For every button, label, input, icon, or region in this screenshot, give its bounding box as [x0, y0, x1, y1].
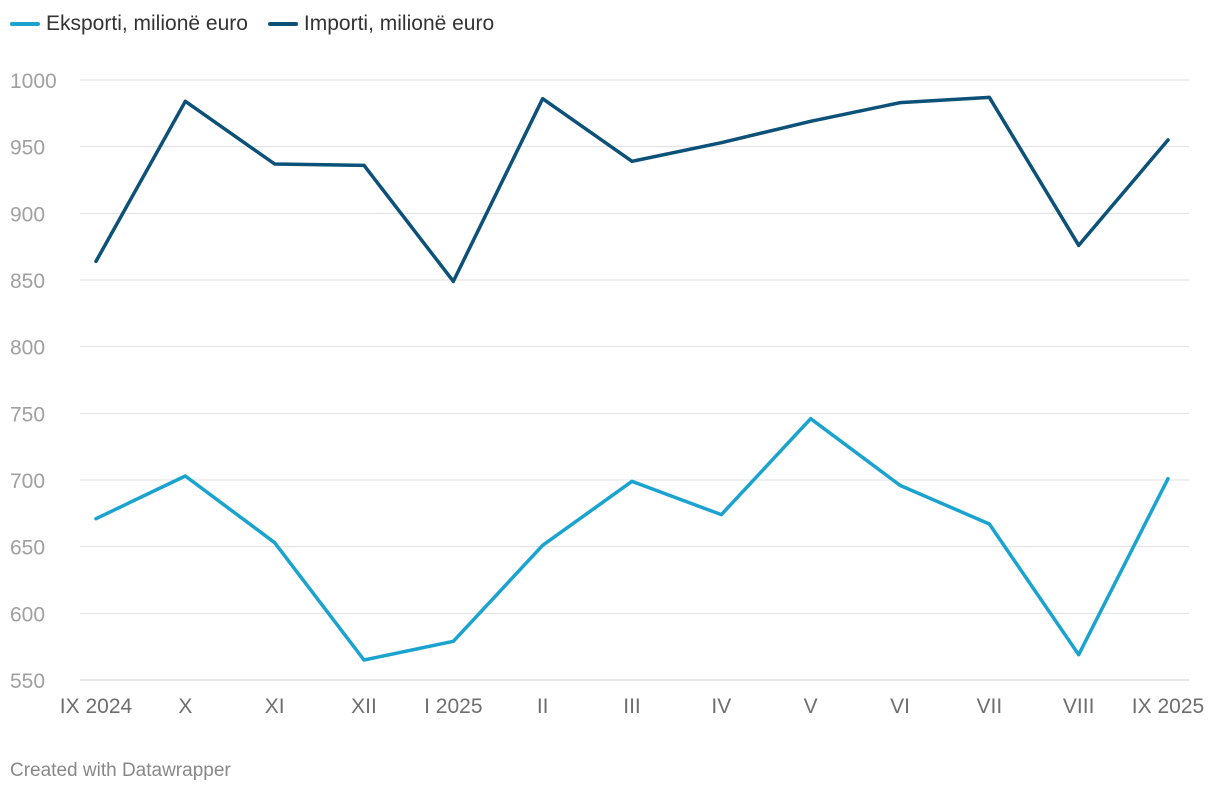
y-tick-label-800: 800 — [10, 337, 45, 360]
legend-item-exports: Eksporti, milionë euro — [10, 12, 248, 36]
x-tick-label-10: VII — [976, 695, 1002, 718]
legend-label-imports: Importi, milionë euro — [303, 12, 495, 35]
data-point-exports-5 — [541, 543, 545, 547]
data-point-exports-3 — [362, 658, 366, 662]
data-point-imports-9 — [898, 101, 902, 105]
data-point-imports-0 — [94, 259, 98, 263]
x-tick-label-4: I 2025 — [424, 695, 482, 718]
data-point-exports-4 — [451, 639, 455, 643]
data-point-exports-2 — [273, 541, 277, 545]
data-point-exports-0 — [94, 517, 98, 521]
y-tick-label-700: 700 — [10, 470, 45, 493]
data-point-imports-11 — [1077, 243, 1081, 247]
data-point-exports-11 — [1077, 653, 1081, 657]
x-tick-label-7: IV — [711, 695, 731, 718]
series-line-imports — [94, 95, 1170, 284]
data-point-imports-2 — [273, 162, 277, 166]
data-point-exports-12 — [1166, 477, 1170, 481]
data-point-imports-8 — [809, 119, 813, 123]
x-tick-label-2: XI — [265, 695, 285, 718]
y-tick-label-750: 750 — [10, 403, 45, 426]
legend-swatch-imports — [267, 22, 298, 26]
data-point-imports-5 — [541, 97, 545, 101]
x-tick-label-3: XII — [351, 695, 377, 718]
data-point-exports-8 — [809, 417, 813, 421]
y-tick-label-600: 600 — [10, 603, 45, 626]
data-point-exports-10 — [987, 522, 991, 526]
legend-label-exports: Eksporti, milionë euro — [46, 12, 248, 35]
x-tick-label-0: IX 2024 — [60, 695, 133, 718]
x-tick-label-6: III — [623, 695, 641, 718]
data-point-imports-6 — [630, 159, 634, 163]
data-point-imports-1 — [183, 99, 187, 103]
data-point-imports-10 — [987, 95, 991, 99]
y-tick-label-1000: 1000 — [10, 70, 57, 93]
series-line-exports — [94, 416, 1170, 662]
data-point-imports-12 — [1166, 138, 1170, 142]
y-tick-label-850: 850 — [10, 270, 45, 293]
data-point-imports-7 — [719, 141, 723, 145]
y-tick-label-900: 900 — [10, 203, 45, 226]
x-tick-label-5: II — [537, 695, 549, 718]
data-point-exports-9 — [898, 483, 902, 487]
x-tick-label-12: IX 2025 — [1132, 695, 1204, 718]
legend-item-imports: Importi, milionë euro — [267, 12, 495, 36]
y-tick-label-950: 950 — [10, 137, 45, 160]
data-point-exports-7 — [719, 513, 723, 517]
y-tick-label-550: 550 — [10, 670, 45, 693]
data-point-exports-1 — [183, 474, 187, 478]
data-point-imports-4 — [451, 279, 455, 283]
footer-credit: Created with Datawrapper — [10, 760, 231, 781]
y-tick-label-650: 650 — [10, 537, 45, 560]
x-tick-label-9: VI — [890, 695, 910, 718]
legend-swatch-exports — [10, 22, 40, 26]
x-tick-label-11: VIII — [1063, 695, 1095, 718]
x-tick-label-1: X — [178, 695, 192, 718]
data-point-exports-6 — [630, 479, 634, 483]
data-point-imports-3 — [362, 163, 366, 167]
x-tick-label-8: V — [804, 695, 818, 718]
legend: Eksporti, milionë euro Importi, milionë … — [10, 12, 514, 36]
